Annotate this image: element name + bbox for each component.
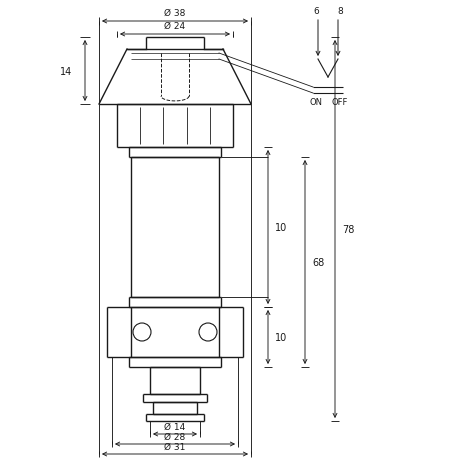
Text: 68: 68 [311, 257, 324, 268]
Text: 10: 10 [274, 332, 286, 342]
Text: 10: 10 [274, 223, 286, 233]
Text: Ø 31: Ø 31 [164, 442, 185, 451]
Text: 6: 6 [313, 7, 318, 16]
Text: OFF: OFF [331, 98, 347, 107]
Text: Ø 24: Ø 24 [164, 22, 185, 31]
Text: 78: 78 [341, 224, 353, 235]
Text: 8: 8 [336, 7, 342, 16]
Text: 14: 14 [60, 67, 72, 76]
Text: Ø 28: Ø 28 [164, 432, 185, 441]
Text: ON: ON [309, 98, 322, 107]
Text: Ø 38: Ø 38 [164, 9, 185, 18]
Text: Ø 14: Ø 14 [164, 422, 185, 431]
